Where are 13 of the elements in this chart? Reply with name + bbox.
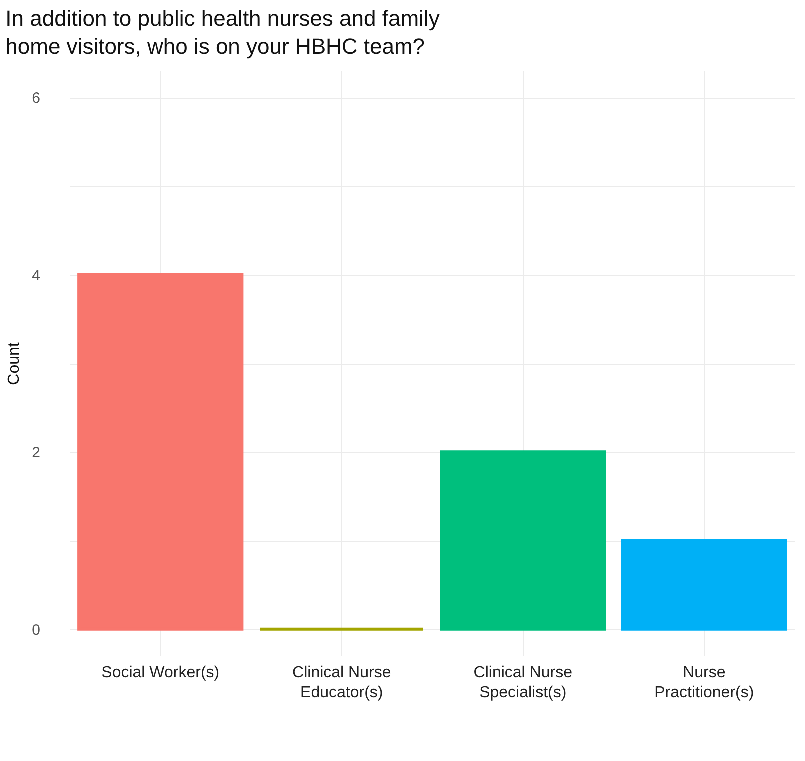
bar bbox=[78, 273, 244, 631]
bar bbox=[621, 539, 788, 631]
x-tick-label: Nurse Practitioner(s) bbox=[654, 664, 754, 702]
x-tick-label: Social Worker(s) bbox=[102, 664, 220, 682]
y-tick-label: 4 bbox=[32, 267, 40, 284]
x-tick-label: Clinical Nurse Specialist(s) bbox=[474, 664, 573, 702]
x-tick-label: Clinical Nurse Educator(s) bbox=[292, 664, 392, 702]
y-tick-label: 6 bbox=[32, 90, 40, 108]
y-tick-label: 2 bbox=[32, 444, 40, 462]
chart-title: In addition to public health nurses and family home visitors, who is on your HBHC team? bbox=[6, 6, 440, 59]
bar bbox=[440, 450, 606, 631]
y-tick-label: 0 bbox=[32, 622, 40, 639]
y-axis-title: Count bbox=[6, 342, 24, 386]
